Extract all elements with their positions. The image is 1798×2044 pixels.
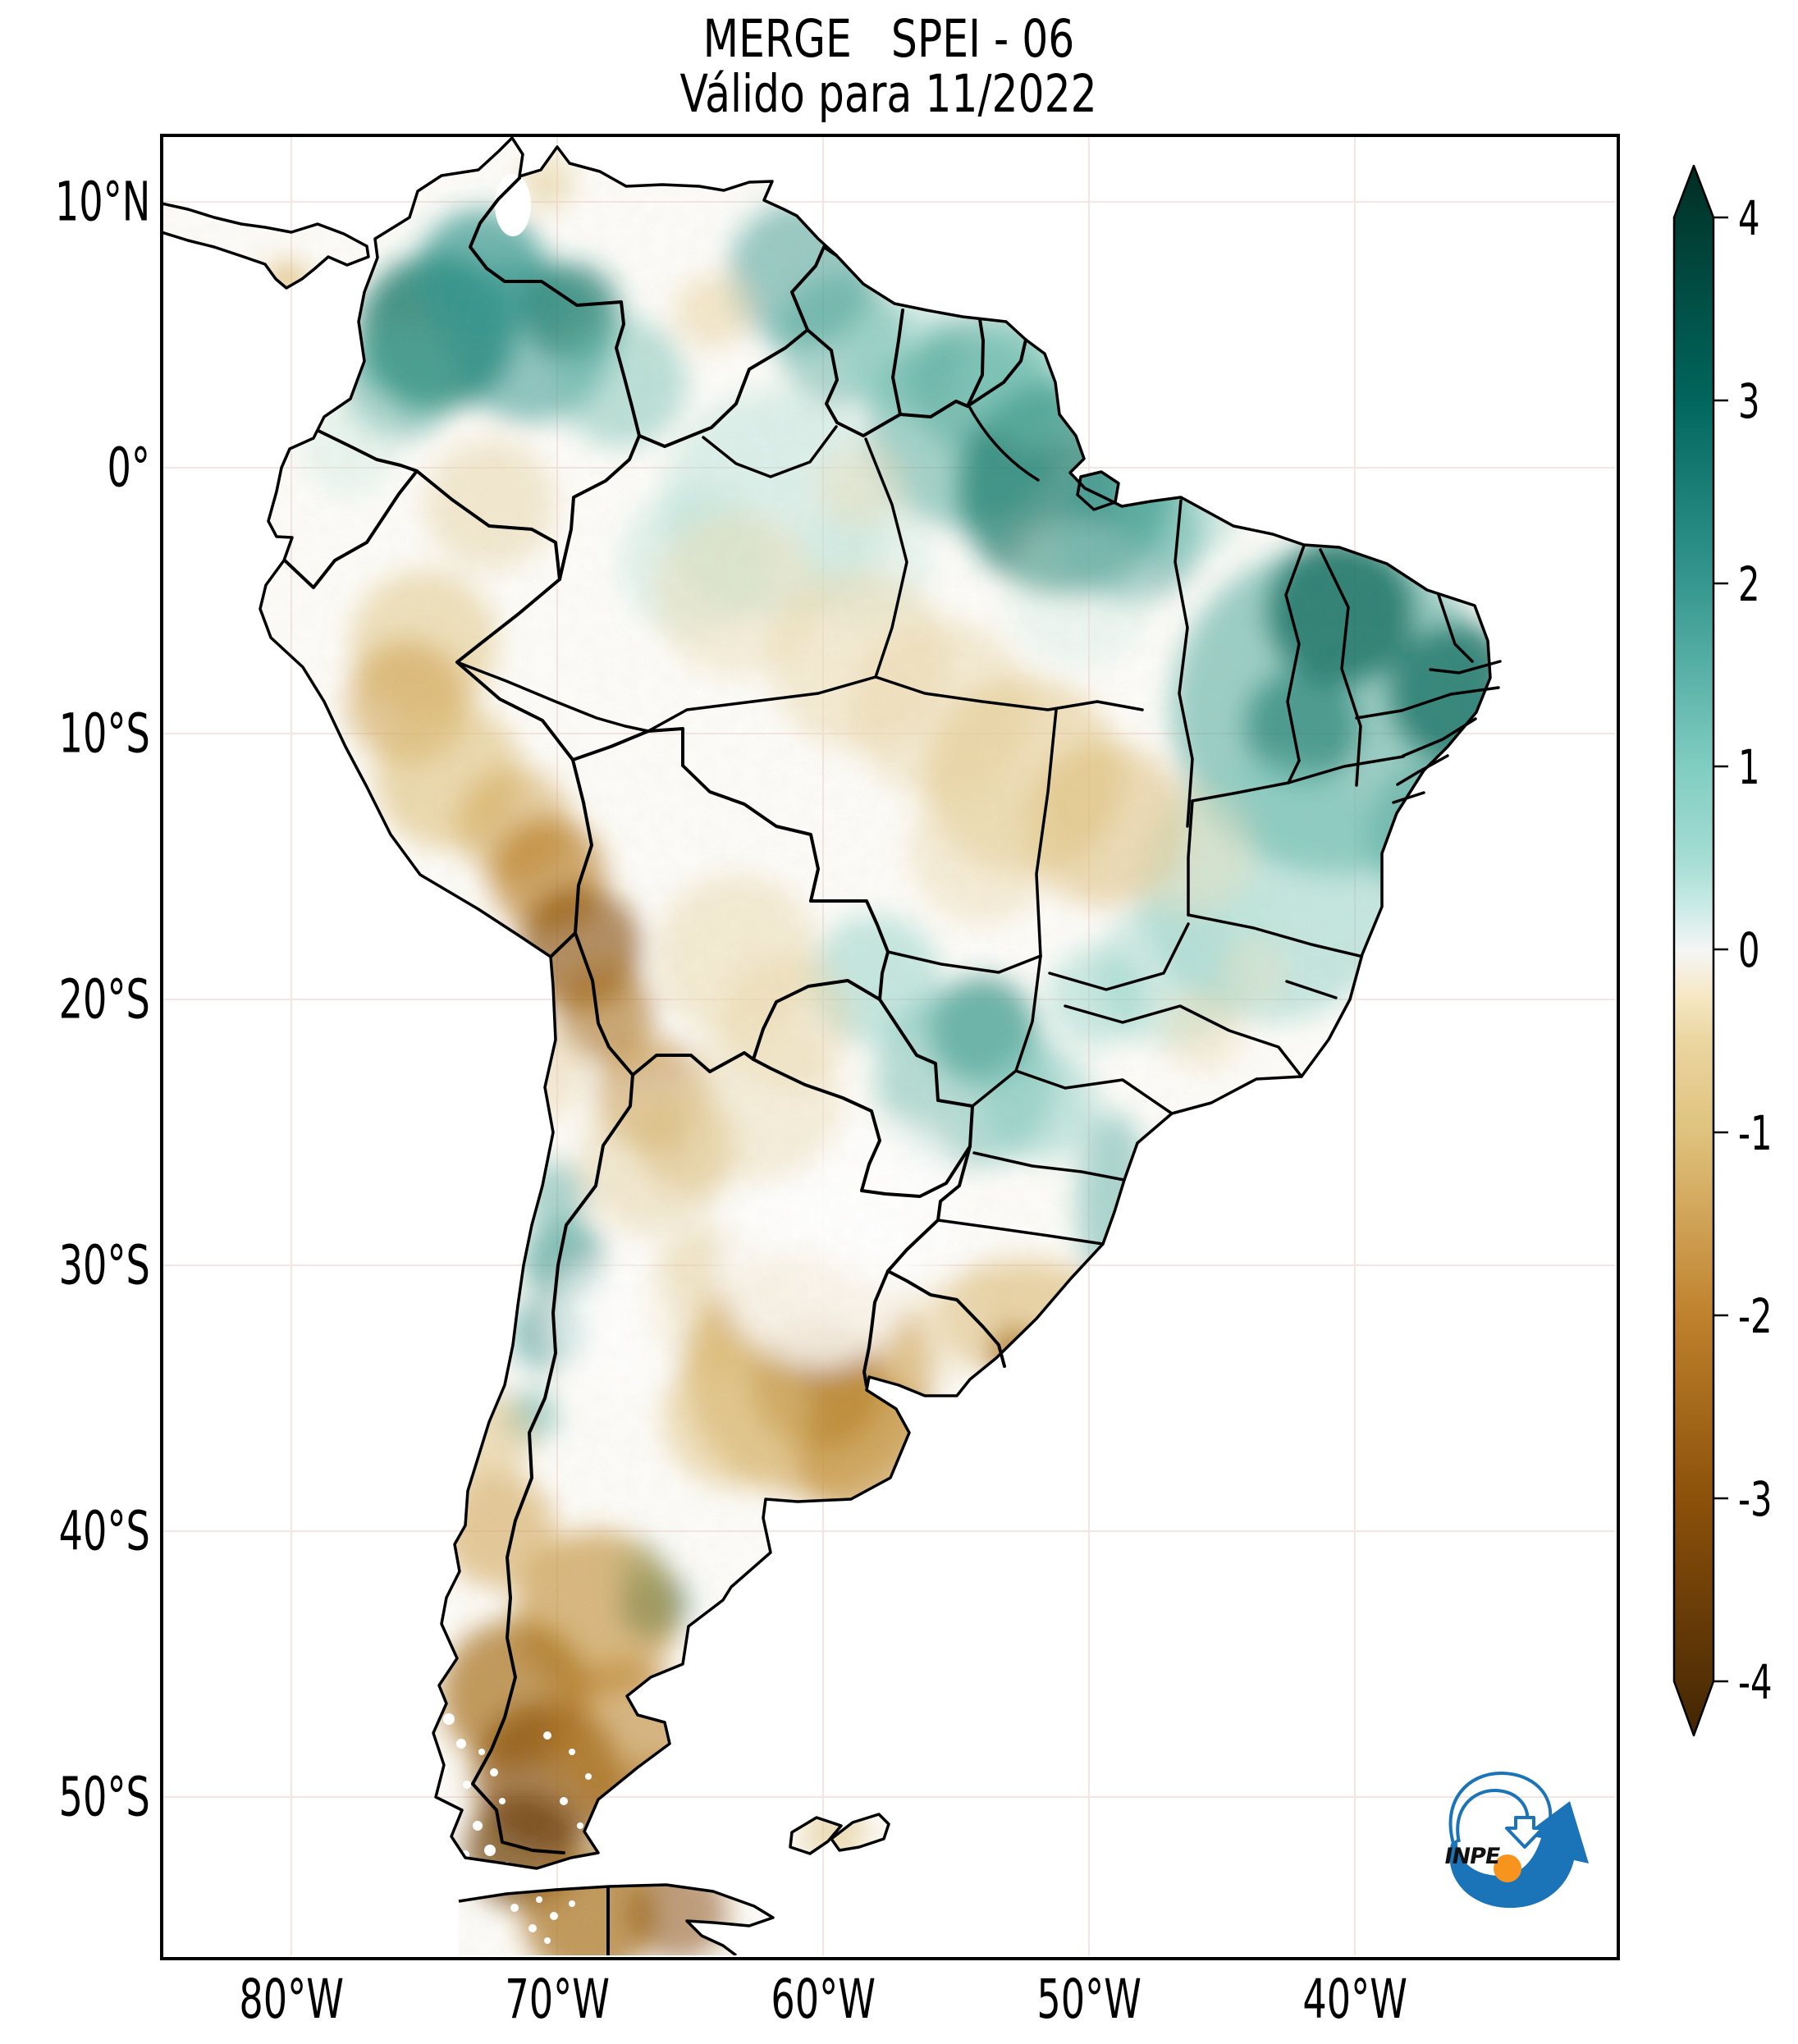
logo-orbit-arc-inner: [1456, 1788, 1530, 1843]
x-tick-label-80w: 80°W: [239, 1968, 344, 2031]
colorbar-label-4: 4: [1738, 190, 1760, 246]
logo-down-arrow: [1505, 1816, 1544, 1849]
colorbar-label-m3: -3: [1738, 1471, 1773, 1527]
colorbar-ticks: [1713, 216, 1728, 1683]
logo-sun: [1494, 1854, 1521, 1882]
colorbar: 4 3 2 1 0 -1 -2 -3 -4: [1672, 164, 1773, 1737]
logo-orbit-arc-outer: [1448, 1771, 1553, 1847]
state-borders: [455, 406, 1502, 1246]
colorbar-label-m4: -4: [1738, 1654, 1773, 1710]
colorbar-label-m1: -1: [1738, 1105, 1773, 1161]
lakes: [495, 174, 1079, 1348]
coastline: [161, 136, 1492, 1957]
y-tick-label-30s: 30°S: [58, 1233, 150, 1297]
x-tick-label-50w: 50°W: [1036, 1968, 1141, 2031]
y-tick-label-20s: 20°S: [58, 967, 150, 1031]
chart-title: MERGE SPEI - 06: [702, 9, 1074, 69]
colorbar-bar: [1672, 164, 1715, 1737]
logo-swoosh-arrow: [1449, 1801, 1589, 1909]
y-tick-label-0: 0°: [107, 436, 151, 500]
y-tick-label-10n: 10°N: [54, 170, 150, 234]
lake-maracaibo: [495, 174, 531, 236]
x-tick-label-40w: 40°W: [1302, 1968, 1407, 2031]
colorbar-label-3: 3: [1738, 373, 1760, 429]
colorbar-label-0: 0: [1738, 922, 1760, 978]
chart-subtitle: Válido para 11/2022: [679, 64, 1097, 124]
logo-text: INPE: [1443, 1844, 1502, 1869]
y-tick-label-10s: 10°S: [58, 702, 150, 766]
colorbar-label-2: 2: [1738, 556, 1760, 612]
raster-grain: [162, 138, 1490, 1955]
x-tick-label-60w: 60°W: [771, 1968, 876, 2031]
map-canvas: INPE: [161, 135, 1615, 1957]
inpe-logo: INPE: [1443, 1771, 1589, 1909]
colorbar-label-m2: -2: [1738, 1288, 1773, 1344]
map-svg: INPE: [161, 135, 1615, 1957]
spei-field: [162, 138, 1490, 1955]
lagoa-dos-patos: [1050, 1301, 1079, 1348]
x-tick-label-70w: 70°W: [505, 1968, 610, 2031]
colorbar-tick-labels: 4 3 2 1 0 -1 -2 -3 -4: [1738, 190, 1773, 1710]
colorbar-label-1: 1: [1738, 739, 1760, 795]
title-block: MERGE SPEI - 06 Válido para 11/2022: [162, 11, 1615, 121]
y-tick-label-50s: 50°S: [58, 1765, 150, 1829]
y-tick-label-40s: 40°S: [58, 1499, 150, 1563]
